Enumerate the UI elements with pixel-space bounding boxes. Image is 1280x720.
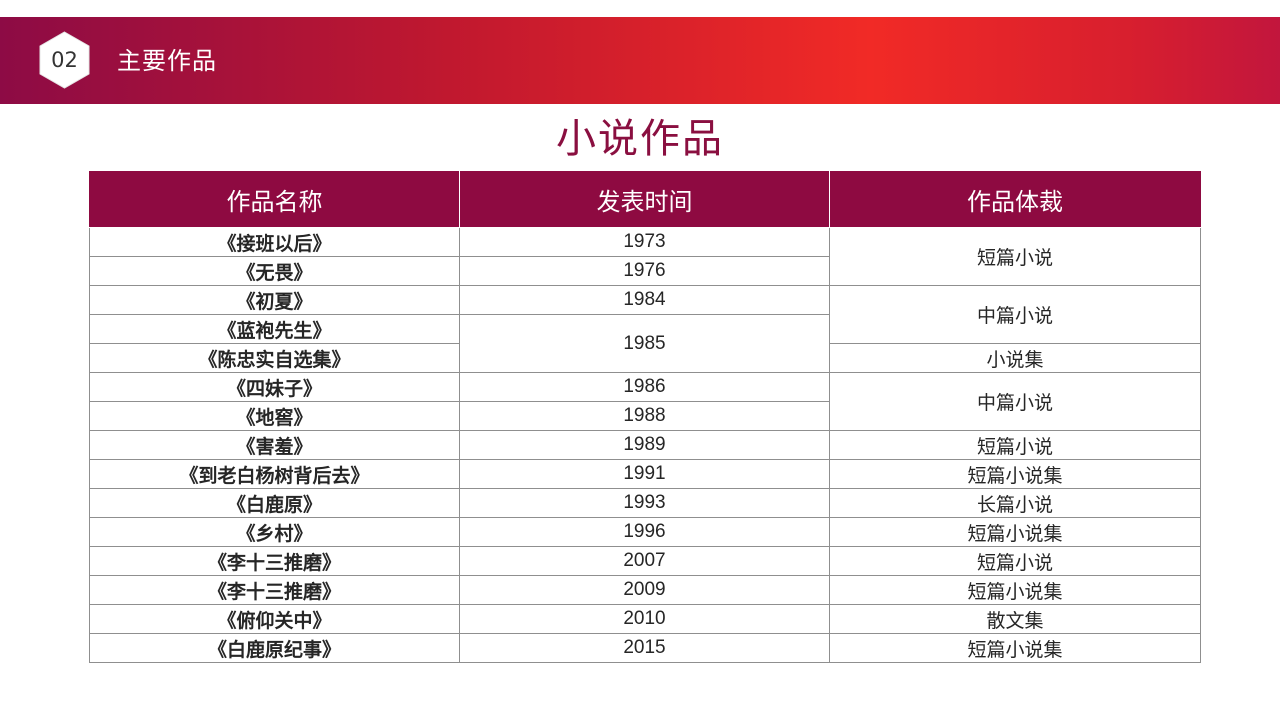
table-row: 《李十三推磨》 2007 短篇小说 [89, 546, 1201, 576]
publish-year: 2015 [459, 633, 830, 663]
publish-year: 1989 [459, 430, 830, 460]
table-row: 《害羞》 1989 短篇小说 [89, 430, 1201, 460]
work-name: 《地窖》 [89, 401, 460, 431]
work-genre: 散文集 [829, 604, 1201, 634]
work-genre: 中篇小说 [829, 285, 1201, 344]
work-genre: 短篇小说 [829, 227, 1201, 286]
publish-year: 2009 [459, 575, 830, 605]
section-number: 02 [51, 48, 78, 72]
publish-year: 1991 [459, 459, 830, 489]
work-name: 《李十三推磨》 [89, 575, 460, 605]
table-row: 《李十三推磨》 2009 短篇小说集 [89, 575, 1201, 605]
hexagon-icon [39, 31, 90, 89]
table-row: 《初夏》 1984 中篇小说 [89, 285, 1201, 344]
publish-year: 1976 [459, 256, 830, 286]
work-genre: 短篇小说集 [829, 459, 1201, 489]
work-name: 《陈忠实自选集》 [89, 343, 460, 373]
header-work-name: 作品名称 [89, 171, 460, 228]
work-name: 《蓝袍先生》 [89, 314, 460, 344]
publish-year: 2010 [459, 604, 830, 634]
work-name: 《白鹿原》 [89, 488, 460, 518]
section-number-badge: 02 [39, 31, 90, 89]
page-title: 小说作品 [556, 116, 724, 162]
work-name: 《白鹿原纪事》 [89, 633, 460, 663]
table-row: 《接班以后》 1973 短篇小说 [89, 227, 1201, 286]
works-table: 作品名称 发表时间 作品体裁 《接班以后》 1973 短篇小说 《无畏》 197… [89, 171, 1201, 663]
work-genre: 短篇小说集 [829, 633, 1201, 663]
table-row: 《地窖》 1988 [89, 401, 1201, 431]
work-genre: 短篇小说集 [829, 575, 1201, 605]
table-row: 《到老白杨树背后去》 1991 短篇小说集 [89, 459, 1201, 489]
publish-year: 1993 [459, 488, 830, 518]
section-title: 主要作品 [117, 47, 217, 75]
work-name: 《初夏》 [89, 285, 460, 315]
work-name: 《四妹子》 [89, 372, 460, 402]
table-row: 《白鹿原》 1993 长篇小说 [89, 488, 1201, 518]
work-name: 《乡村》 [89, 517, 460, 547]
header-genre: 作品体裁 [829, 171, 1201, 228]
work-name: 《俯仰关中》 [89, 604, 460, 634]
publish-year: 2007 [459, 546, 830, 576]
publish-year: 1985 [459, 314, 830, 373]
work-name: 《李十三推磨》 [89, 546, 460, 576]
header-publish-time: 发表时间 [459, 171, 830, 228]
table-row: 《俯仰关中》 2010 散文集 [89, 604, 1201, 634]
work-genre: 长篇小说 [829, 488, 1201, 518]
work-name: 《害羞》 [89, 430, 460, 460]
table-header-row: 作品名称 发表时间 作品体裁 [89, 171, 1201, 228]
table-row: 《四妹子》 1986 中篇小说 [89, 372, 1201, 431]
table-row: 《乡村》 1996 短篇小说集 [89, 517, 1201, 547]
work-genre: 小说集 [829, 343, 1201, 373]
work-genre: 短篇小说 [829, 430, 1201, 460]
work-name: 《到老白杨树背后去》 [89, 459, 460, 489]
work-name: 《接班以后》 [89, 227, 460, 257]
publish-year: 1984 [459, 285, 830, 315]
work-name: 《无畏》 [89, 256, 460, 286]
publish-year: 1988 [459, 401, 830, 431]
publish-year: 1986 [459, 372, 830, 402]
work-genre: 短篇小说集 [829, 517, 1201, 547]
work-genre: 中篇小说 [829, 372, 1201, 431]
publish-year: 1973 [459, 227, 830, 257]
publish-year: 1996 [459, 517, 830, 547]
table-row: 《白鹿原纪事》 2015 短篇小说集 [89, 633, 1201, 663]
work-genre: 短篇小说 [829, 546, 1201, 576]
header-banner [0, 17, 1280, 104]
